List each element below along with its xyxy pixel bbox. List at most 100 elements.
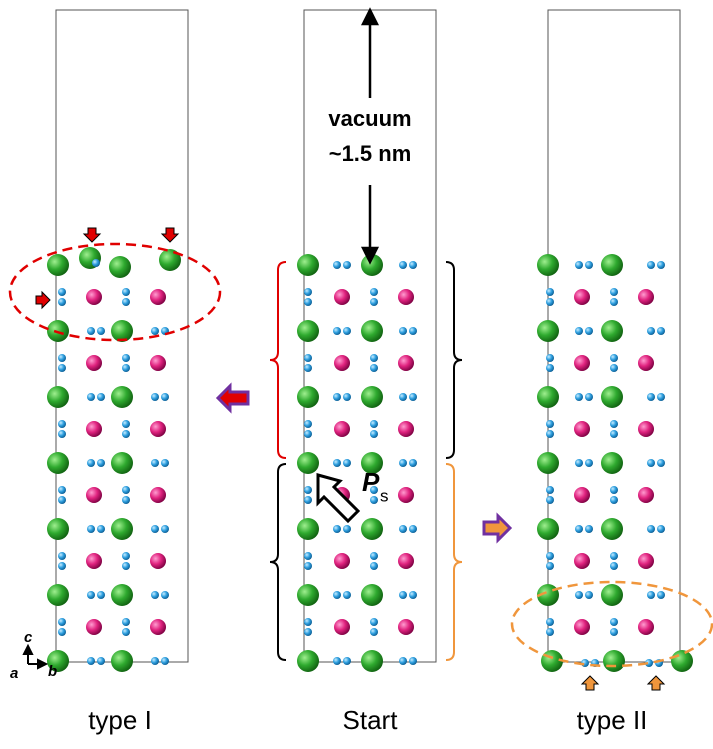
small-arrow — [162, 228, 178, 242]
small-atom — [58, 298, 66, 306]
small-atom — [58, 354, 66, 362]
small-atom — [333, 591, 341, 599]
small-atom — [575, 327, 583, 335]
small-atom — [97, 459, 105, 467]
small-atom — [58, 288, 66, 296]
small-atom — [610, 486, 618, 494]
small-atom — [657, 261, 665, 269]
small-atom — [333, 459, 341, 467]
small-atom — [151, 591, 159, 599]
polarization-subscript: s — [380, 486, 389, 505]
small-atom — [304, 364, 312, 372]
small-atom — [87, 657, 95, 665]
small-atom — [370, 552, 378, 560]
small-atom — [333, 525, 341, 533]
metal-atom — [297, 254, 319, 276]
small-atom — [546, 562, 554, 570]
pink-atom — [398, 421, 414, 437]
small-atom — [657, 327, 665, 335]
small-atom — [304, 354, 312, 362]
vacuum-label: vacuum — [328, 106, 411, 131]
pink-atom — [86, 619, 102, 635]
small-atom — [399, 459, 407, 467]
small-atom — [546, 628, 554, 636]
small-atom — [343, 657, 351, 665]
small-atom — [610, 288, 618, 296]
metal-atom — [297, 650, 319, 672]
small-atom — [122, 552, 130, 560]
pink-atom — [574, 289, 590, 305]
small-atom — [647, 327, 655, 335]
metal-atom — [297, 584, 319, 606]
small-atom — [409, 591, 417, 599]
small-atom — [161, 393, 169, 401]
small-atom — [304, 552, 312, 560]
small-atom — [399, 591, 407, 599]
small-atom — [546, 618, 554, 626]
small-atom — [97, 327, 105, 335]
axis-c: c — [24, 629, 33, 646]
small-atom — [151, 459, 159, 467]
metal-atom — [47, 254, 69, 276]
pink-atom — [574, 487, 590, 503]
small-atom — [409, 525, 417, 533]
small-atom — [161, 459, 169, 467]
small-atom — [97, 393, 105, 401]
small-atom — [304, 628, 312, 636]
small-atom — [304, 288, 312, 296]
metal-atom — [601, 518, 623, 540]
small-atom — [122, 496, 130, 504]
pink-atom — [574, 553, 590, 569]
pink-atom — [334, 421, 350, 437]
small-atom — [546, 552, 554, 560]
small-atom — [333, 327, 341, 335]
small-atom — [58, 420, 66, 428]
metal-atom — [111, 650, 133, 672]
brace — [446, 464, 462, 660]
pink-atom — [638, 421, 654, 437]
axis-b: b — [48, 663, 57, 680]
small-atom — [585, 591, 593, 599]
metal-atom — [361, 320, 383, 342]
axes-indicator — [24, 646, 46, 668]
small-atom — [122, 486, 130, 494]
small-atom — [122, 364, 130, 372]
pink-atom — [574, 355, 590, 371]
small-atom — [343, 525, 351, 533]
small-atom — [409, 657, 417, 665]
small-atom — [546, 288, 554, 296]
small-atom — [97, 657, 105, 665]
small-atom — [151, 525, 159, 533]
small-atom — [122, 354, 130, 362]
small-atom — [546, 364, 554, 372]
pink-atom — [398, 289, 414, 305]
small-arrow — [648, 676, 664, 690]
pink-atom — [86, 289, 102, 305]
axis-head — [24, 646, 32, 654]
small-atom — [343, 459, 351, 467]
small-atom — [370, 430, 378, 438]
small-atom — [575, 591, 583, 599]
brace — [270, 262, 286, 458]
small-atom — [58, 430, 66, 438]
small-atom — [87, 525, 95, 533]
small-atom — [122, 430, 130, 438]
metal-atom — [297, 452, 319, 474]
pink-atom — [334, 553, 350, 569]
arrow-head — [363, 10, 377, 24]
metal-atom — [601, 584, 623, 606]
small-atom — [585, 393, 593, 401]
small-arrow — [582, 676, 598, 690]
small-atom — [370, 364, 378, 372]
pink-atom — [574, 421, 590, 437]
small-atom — [87, 591, 95, 599]
small-atom — [87, 327, 95, 335]
small-atom — [122, 420, 130, 428]
small-atom — [370, 496, 378, 504]
small-atom — [370, 288, 378, 296]
small-atom — [97, 591, 105, 599]
small-atom — [610, 628, 618, 636]
pink-atom — [86, 355, 102, 371]
pink-atom — [638, 487, 654, 503]
metal-atom — [601, 386, 623, 408]
